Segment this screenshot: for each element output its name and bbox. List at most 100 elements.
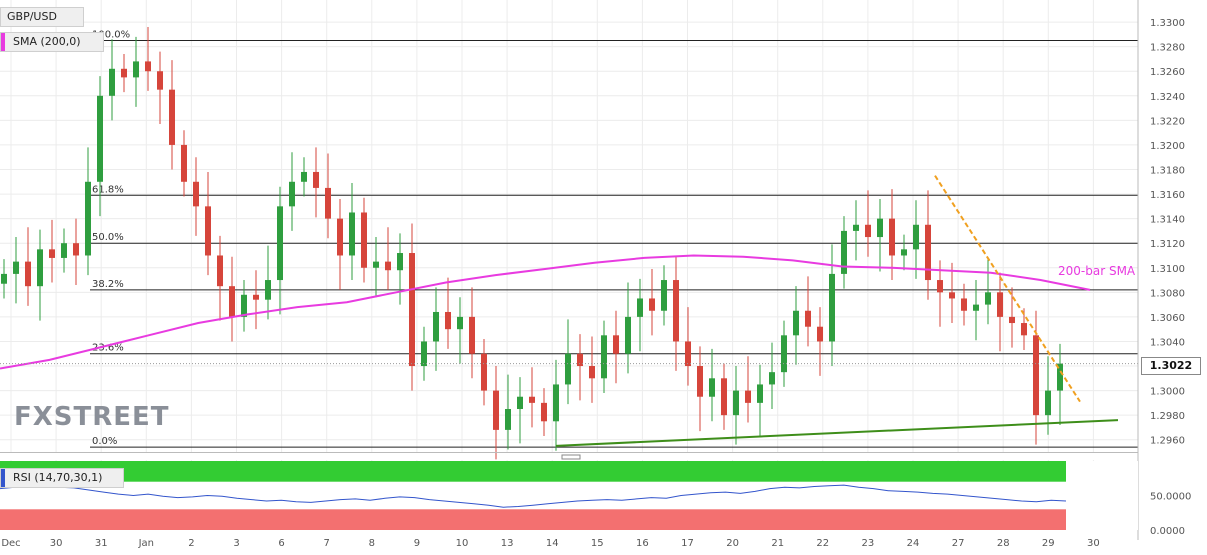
candle-body [829, 273, 835, 342]
price-tick-label: 1.3180 [1150, 166, 1185, 177]
price-tick-label: 1.3120 [1150, 239, 1185, 250]
sma-legend: SMA (200,0) [0, 32, 104, 52]
candle-body [1021, 323, 1027, 336]
candle-body [25, 261, 31, 287]
candle-body [1033, 335, 1039, 416]
candle-body [937, 280, 943, 293]
candle-body [1045, 390, 1051, 416]
time-tick-label: 27 [952, 538, 965, 549]
price-tick-label: 1.3060 [1150, 313, 1185, 324]
candle-body [409, 253, 415, 367]
sma-legend-label: SMA (200,0) [13, 35, 81, 48]
time-tick-label: 9 [414, 538, 420, 549]
price-tick-label: 1.3240 [1150, 92, 1185, 103]
time-tick-label: 14 [546, 538, 559, 549]
price-tick-label: 1.3160 [1150, 190, 1185, 201]
rsi-legend: RSI (14,70,30,1) [0, 468, 124, 488]
price-axis-panel [1138, 0, 1207, 555]
candle-body [217, 255, 223, 287]
time-tick-label: Dec [1, 538, 20, 549]
time-tick-label: 2 [188, 538, 194, 549]
rsi-legend-label: RSI (14,70,30,1) [13, 471, 103, 484]
candle-body [349, 212, 355, 256]
sma-annotation: 200-bar SMA [1058, 264, 1136, 278]
candle-body [601, 335, 607, 379]
price-tick-label: 1.3220 [1150, 116, 1185, 127]
candle-body [133, 61, 139, 78]
price-tick-label: 1.2960 [1150, 436, 1185, 447]
price-tick-label: 1.2980 [1150, 411, 1185, 422]
time-tick-label: 7 [324, 538, 330, 549]
candle-body [805, 310, 811, 327]
candle-body [469, 316, 475, 354]
candle-body [1057, 363, 1063, 391]
candle-body [841, 230, 847, 274]
candle-body [649, 298, 655, 311]
time-tick-label: 3 [233, 538, 239, 549]
candle-body [109, 68, 115, 96]
candle-body [313, 171, 319, 188]
price-tick-label: 1.3140 [1150, 215, 1185, 226]
time-tick-label: 29 [1042, 538, 1055, 549]
candle-body [769, 372, 775, 385]
price-tick-label: 1.3000 [1150, 387, 1185, 398]
time-tick-label: 8 [369, 538, 375, 549]
time-tick-label: 31 [95, 538, 108, 549]
price-tick-label: 1.3300 [1150, 18, 1185, 29]
time-tick-label: 30 [1087, 538, 1100, 549]
candle-body [37, 249, 43, 287]
candle-body [577, 353, 583, 367]
candle-body [505, 409, 511, 430]
candle-body [493, 390, 499, 430]
candle-body [973, 304, 979, 311]
last-price-tag: 1.3022 [1141, 357, 1201, 375]
candle-body [169, 89, 175, 145]
candle-body [685, 341, 691, 367]
candle-body [289, 181, 295, 207]
candle-body [457, 316, 463, 330]
candle-body [949, 292, 955, 299]
candle-body [157, 71, 163, 90]
candle-body [385, 261, 391, 271]
symbol-label: GBP/USD [7, 10, 57, 23]
fib-level-label: 23.6% [92, 343, 124, 354]
price-tick-label: 1.3200 [1150, 141, 1185, 152]
rsi-swatch [1, 469, 5, 487]
rsi-overbought-zone [0, 461, 1066, 482]
time-tick-label: 13 [501, 538, 514, 549]
candle-body [13, 261, 19, 274]
price-tick-label: 1.3100 [1150, 264, 1185, 275]
rsi-tick-label: 50.0000 [1150, 492, 1191, 503]
candle-body [721, 378, 727, 416]
candle-body [229, 286, 235, 317]
candle-body [265, 280, 271, 300]
sma-200-line [0, 254, 1091, 370]
rsi-oversold-zone [0, 509, 1066, 530]
candle-body [661, 280, 667, 311]
candle-body [481, 353, 487, 391]
candle-body [613, 335, 619, 354]
candle-body [433, 311, 439, 342]
candle-body [733, 390, 739, 416]
candle-body [361, 212, 367, 268]
candle-body [553, 384, 559, 422]
time-tick-label: 22 [816, 538, 829, 549]
sma-swatch [1, 33, 5, 51]
candle-body [625, 316, 631, 354]
candle-body [997, 292, 1003, 317]
candle-body [49, 249, 55, 258]
time-tick-label: 10 [456, 538, 469, 549]
candle-body [1, 273, 7, 284]
candle-body [85, 181, 91, 256]
candle-body [697, 366, 703, 397]
candle-body [985, 292, 991, 305]
candle-body [253, 294, 259, 300]
candle-body [145, 61, 151, 72]
candle-body [745, 390, 751, 403]
symbol-legend: GBP/USD [0, 7, 84, 27]
candle-body [865, 224, 871, 238]
candle-body [673, 280, 679, 342]
candle-body [817, 326, 823, 342]
